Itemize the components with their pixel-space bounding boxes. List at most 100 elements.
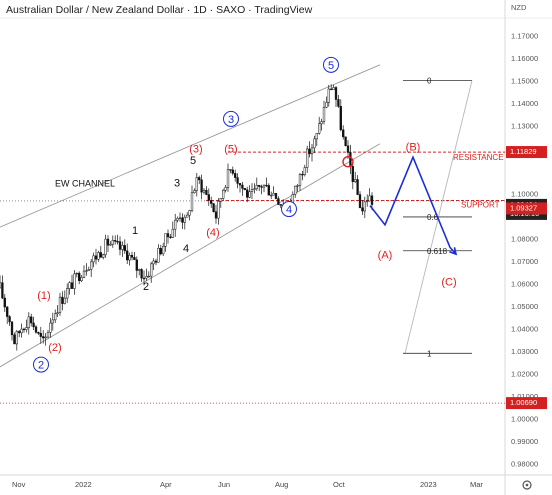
wave-label: 5: [190, 155, 196, 167]
candle-body: [32, 322, 35, 328]
candle-body: [246, 189, 249, 198]
channel-line-upper: [0, 64, 381, 228]
x-tick-label: Mar: [470, 480, 483, 489]
candle-body: [200, 179, 203, 193]
candle-body: [54, 313, 57, 321]
ew-channel-label: EW CHANNEL: [55, 179, 115, 189]
candle-body: [325, 102, 328, 108]
wave-label: (C): [441, 277, 456, 289]
candle-body: [332, 87, 335, 90]
wave-circle-label: 4: [286, 204, 292, 216]
wave-label: 2: [143, 281, 149, 293]
price-axis[interactable]: 1.170001.160001.150001.140001.130001.120…: [506, 32, 547, 469]
candle-body: [370, 195, 374, 205]
candle-body: [109, 243, 112, 246]
candle-body: [207, 194, 210, 201]
wave-circle-label: 3: [228, 114, 234, 126]
candle-body: [20, 328, 23, 334]
candle-body: [169, 236, 172, 238]
ew-channel-lines: [0, 64, 381, 368]
candle-body: [0, 282, 2, 289]
y-tick-label: 1.06000: [511, 279, 538, 288]
candle-body: [116, 241, 119, 243]
fib-level-label: 0: [427, 77, 432, 86]
chart-settings-gear-icon[interactable]: [522, 480, 532, 490]
fib-level-label: 1: [427, 349, 432, 358]
resistance-label: RESISTANCE: [453, 153, 504, 162]
candle-body: [222, 189, 225, 199]
candle-body: [294, 185, 297, 195]
candle-body: [298, 173, 302, 186]
candle-body: [118, 241, 122, 250]
wave-label: 3: [174, 178, 180, 190]
projected-wave-path: [369, 155, 458, 256]
support-label: SUPPORT: [461, 200, 500, 209]
candle-body: [258, 184, 261, 187]
candle-body: [308, 148, 311, 155]
time-axis[interactable]: Nov 2022 Apr Jun Aug Oct 2023 Mar: [12, 480, 483, 489]
candle-body: [154, 260, 158, 263]
low-price-badge-text: 1.00690: [510, 398, 537, 407]
wave-label: (1): [37, 290, 50, 302]
wave-circle: [33, 356, 49, 373]
candle-body: [320, 121, 323, 125]
candle-body: [231, 169, 234, 174]
candle-body: [78, 272, 81, 281]
candle-body: [82, 270, 86, 278]
y-tick-label: 1.02000: [511, 370, 538, 379]
candle-body: [315, 133, 318, 140]
support-price-badge-text: 1.09327: [510, 203, 537, 212]
candle-body: [150, 263, 153, 277]
candle-body: [342, 129, 345, 138]
candle-body: [214, 211, 218, 219]
candle-body: [70, 282, 74, 289]
candle-body: [114, 240, 117, 242]
candle-body: [229, 169, 232, 171]
candle-body: [226, 169, 230, 188]
wave-circle: [323, 56, 339, 73]
candle-body: [296, 185, 299, 187]
y-tick-label: 1.00000: [511, 415, 538, 424]
candle-body: [322, 106, 326, 122]
candle-body: [75, 272, 78, 275]
candle-body: [318, 123, 321, 134]
candle-body: [27, 316, 30, 328]
y-tick-label: 0.98000: [511, 460, 538, 469]
candle-body: [339, 106, 342, 131]
candle-body: [183, 216, 186, 223]
candle-body: [241, 184, 244, 189]
candle-body: [274, 193, 278, 199]
wave-label: 1: [132, 225, 138, 237]
candle-body: [15, 331, 18, 345]
y-tick-label: 1.10000: [511, 189, 538, 198]
channel-line-lower: [0, 143, 381, 368]
candle-body: [358, 194, 362, 209]
candle-body: [303, 167, 306, 175]
candle-body: [217, 201, 220, 219]
price-candles: [0, 84, 374, 351]
candle-body: [63, 297, 66, 304]
candle-body: [30, 316, 33, 324]
candle-body: [106, 238, 110, 246]
candle-body: [51, 319, 54, 324]
candle-body: [366, 200, 369, 203]
horizontal-levels: RESISTANCE SUPPORT: [0, 151, 505, 404]
candle-body: [243, 188, 246, 191]
candle-body: [68, 282, 71, 289]
candle-body: [277, 198, 280, 205]
candle-body: [368, 195, 371, 202]
y-tick-label: 1.13000: [511, 122, 538, 131]
candle-body: [346, 145, 350, 153]
projection-arrowhead: [449, 247, 458, 256]
candle-body: [99, 252, 102, 258]
x-tick-label: 2022: [75, 480, 92, 489]
candle-body: [349, 152, 352, 167]
candle-body: [34, 326, 38, 333]
candle-body: [236, 177, 239, 184]
y-tick-label: 1.17000: [511, 32, 538, 41]
candle-body: [234, 173, 237, 178]
projection-path: [369, 155, 457, 255]
candle-body: [272, 193, 275, 196]
breakdown-marker: [342, 156, 354, 168]
